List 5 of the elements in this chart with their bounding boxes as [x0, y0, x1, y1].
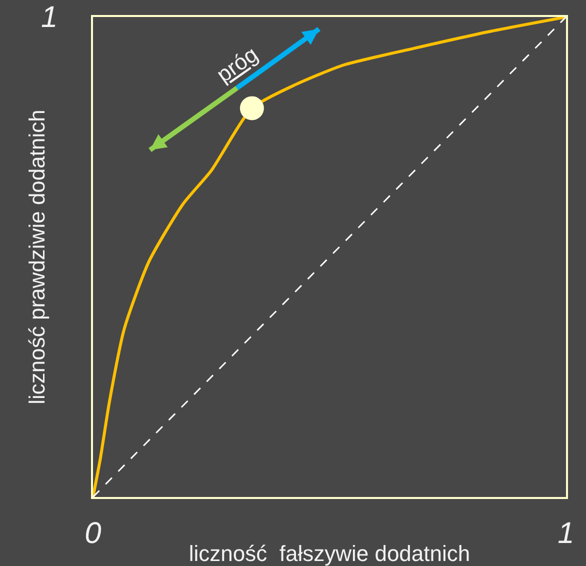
y-axis-title: liczność prawdziwie dodatnich	[24, 110, 50, 404]
x-tick-label: 0	[84, 517, 102, 550]
x-axis-title: liczność fałszywie dodatnich	[188, 541, 470, 566]
text: 1	[41, 1, 58, 34]
annotation: próg	[212, 41, 262, 88]
